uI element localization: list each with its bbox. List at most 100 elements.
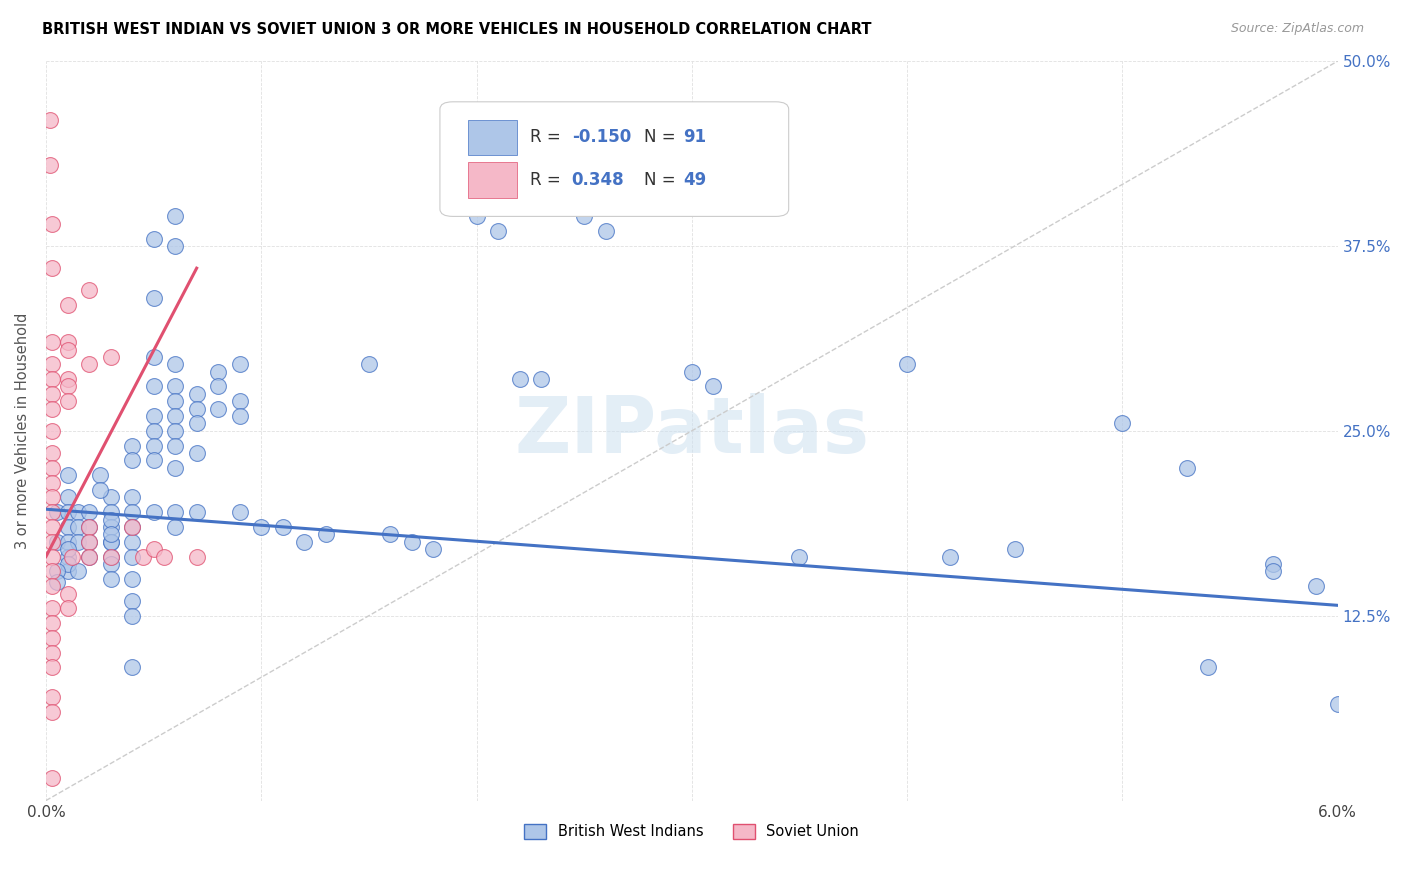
Point (142, 409, 165, 423)
Point (486, 224, 509, 238)
Point (67, 534, 90, 549)
Point (77, 505, 100, 519)
Point (41, 564, 63, 578)
Text: BRITISH WEST INDIAN VS SOVIET UNION 3 OR MORE VEHICLES IN HOUSEHOLD CORRELATION : BRITISH WEST INDIAN VS SOVIET UNION 3 OR… (42, 22, 872, 37)
Point (41, 460, 63, 475)
Text: R =: R = (530, 171, 567, 189)
Point (142, 542, 165, 557)
Point (100, 557, 122, 571)
Point (142, 350, 165, 364)
Point (41, 401, 63, 416)
Point (39, 158, 62, 172)
Point (121, 572, 143, 586)
Point (142, 291, 165, 305)
FancyBboxPatch shape (468, 162, 517, 198)
Point (121, 439, 143, 453)
Point (56, 549, 79, 564)
Legend: British West Indians, Soviet Union: British West Indians, Soviet Union (519, 818, 865, 845)
Point (41, 772, 63, 786)
Point (41, 387, 63, 401)
Point (41, 491, 63, 505)
Point (121, 520, 143, 534)
Point (77, 520, 100, 534)
Point (41, 424, 63, 438)
Point (67, 564, 90, 578)
Point (56, 601, 79, 615)
Point (1261, 557, 1284, 571)
Point (186, 401, 208, 416)
Point (121, 594, 143, 608)
Point (41, 690, 63, 704)
Point (207, 365, 229, 379)
Point (250, 520, 273, 534)
Point (41, 335, 63, 350)
Point (165, 357, 187, 371)
Point (1261, 564, 1284, 578)
Point (142, 231, 165, 245)
Point (702, 379, 724, 393)
Point (1305, 579, 1327, 593)
Point (100, 520, 122, 534)
Point (41, 616, 63, 631)
Point (896, 357, 918, 371)
Point (165, 505, 187, 519)
Point (56, 298, 79, 312)
Point (60, 549, 83, 564)
FancyBboxPatch shape (440, 102, 789, 217)
Point (380, 527, 402, 541)
Point (56, 557, 79, 571)
Point (56, 491, 79, 505)
Point (41, 505, 63, 519)
Point (56, 534, 79, 549)
Point (77, 534, 100, 549)
Point (45, 534, 67, 549)
Point (165, 424, 187, 438)
Point (45, 564, 67, 578)
Point (41, 520, 63, 534)
Point (595, 224, 617, 238)
Point (45, 574, 67, 589)
Point (100, 549, 122, 564)
Point (41, 705, 63, 719)
Point (186, 417, 208, 431)
Text: R =: R = (530, 128, 567, 146)
Point (41, 660, 63, 674)
Point (228, 505, 250, 519)
Point (100, 572, 122, 586)
Point (1326, 698, 1348, 712)
Point (56, 372, 79, 386)
Text: N =: N = (644, 171, 681, 189)
Point (121, 549, 143, 564)
Point (77, 520, 100, 534)
Point (165, 409, 187, 423)
Point (100, 534, 122, 549)
Point (271, 520, 294, 534)
Point (100, 505, 122, 519)
Point (77, 549, 100, 564)
Point (228, 394, 250, 409)
Point (41, 357, 63, 371)
Point (56, 379, 79, 393)
Point (41, 217, 63, 231)
Point (165, 210, 187, 224)
Point (142, 439, 165, 453)
Point (121, 520, 143, 534)
Y-axis label: 3 or more Vehicles in Household: 3 or more Vehicles in Household (15, 313, 30, 549)
Point (1198, 660, 1220, 674)
Point (228, 409, 250, 423)
Point (41, 534, 63, 549)
Point (56, 343, 79, 357)
Point (572, 210, 595, 224)
Point (315, 527, 337, 541)
Point (41, 646, 63, 660)
Point (89, 468, 111, 483)
Point (142, 379, 165, 393)
Point (789, 549, 811, 564)
Point (357, 357, 380, 371)
Point (45, 505, 67, 519)
Point (121, 491, 143, 505)
Point (100, 527, 122, 541)
Point (100, 350, 122, 364)
Point (41, 446, 63, 460)
Text: 49: 49 (683, 171, 706, 189)
